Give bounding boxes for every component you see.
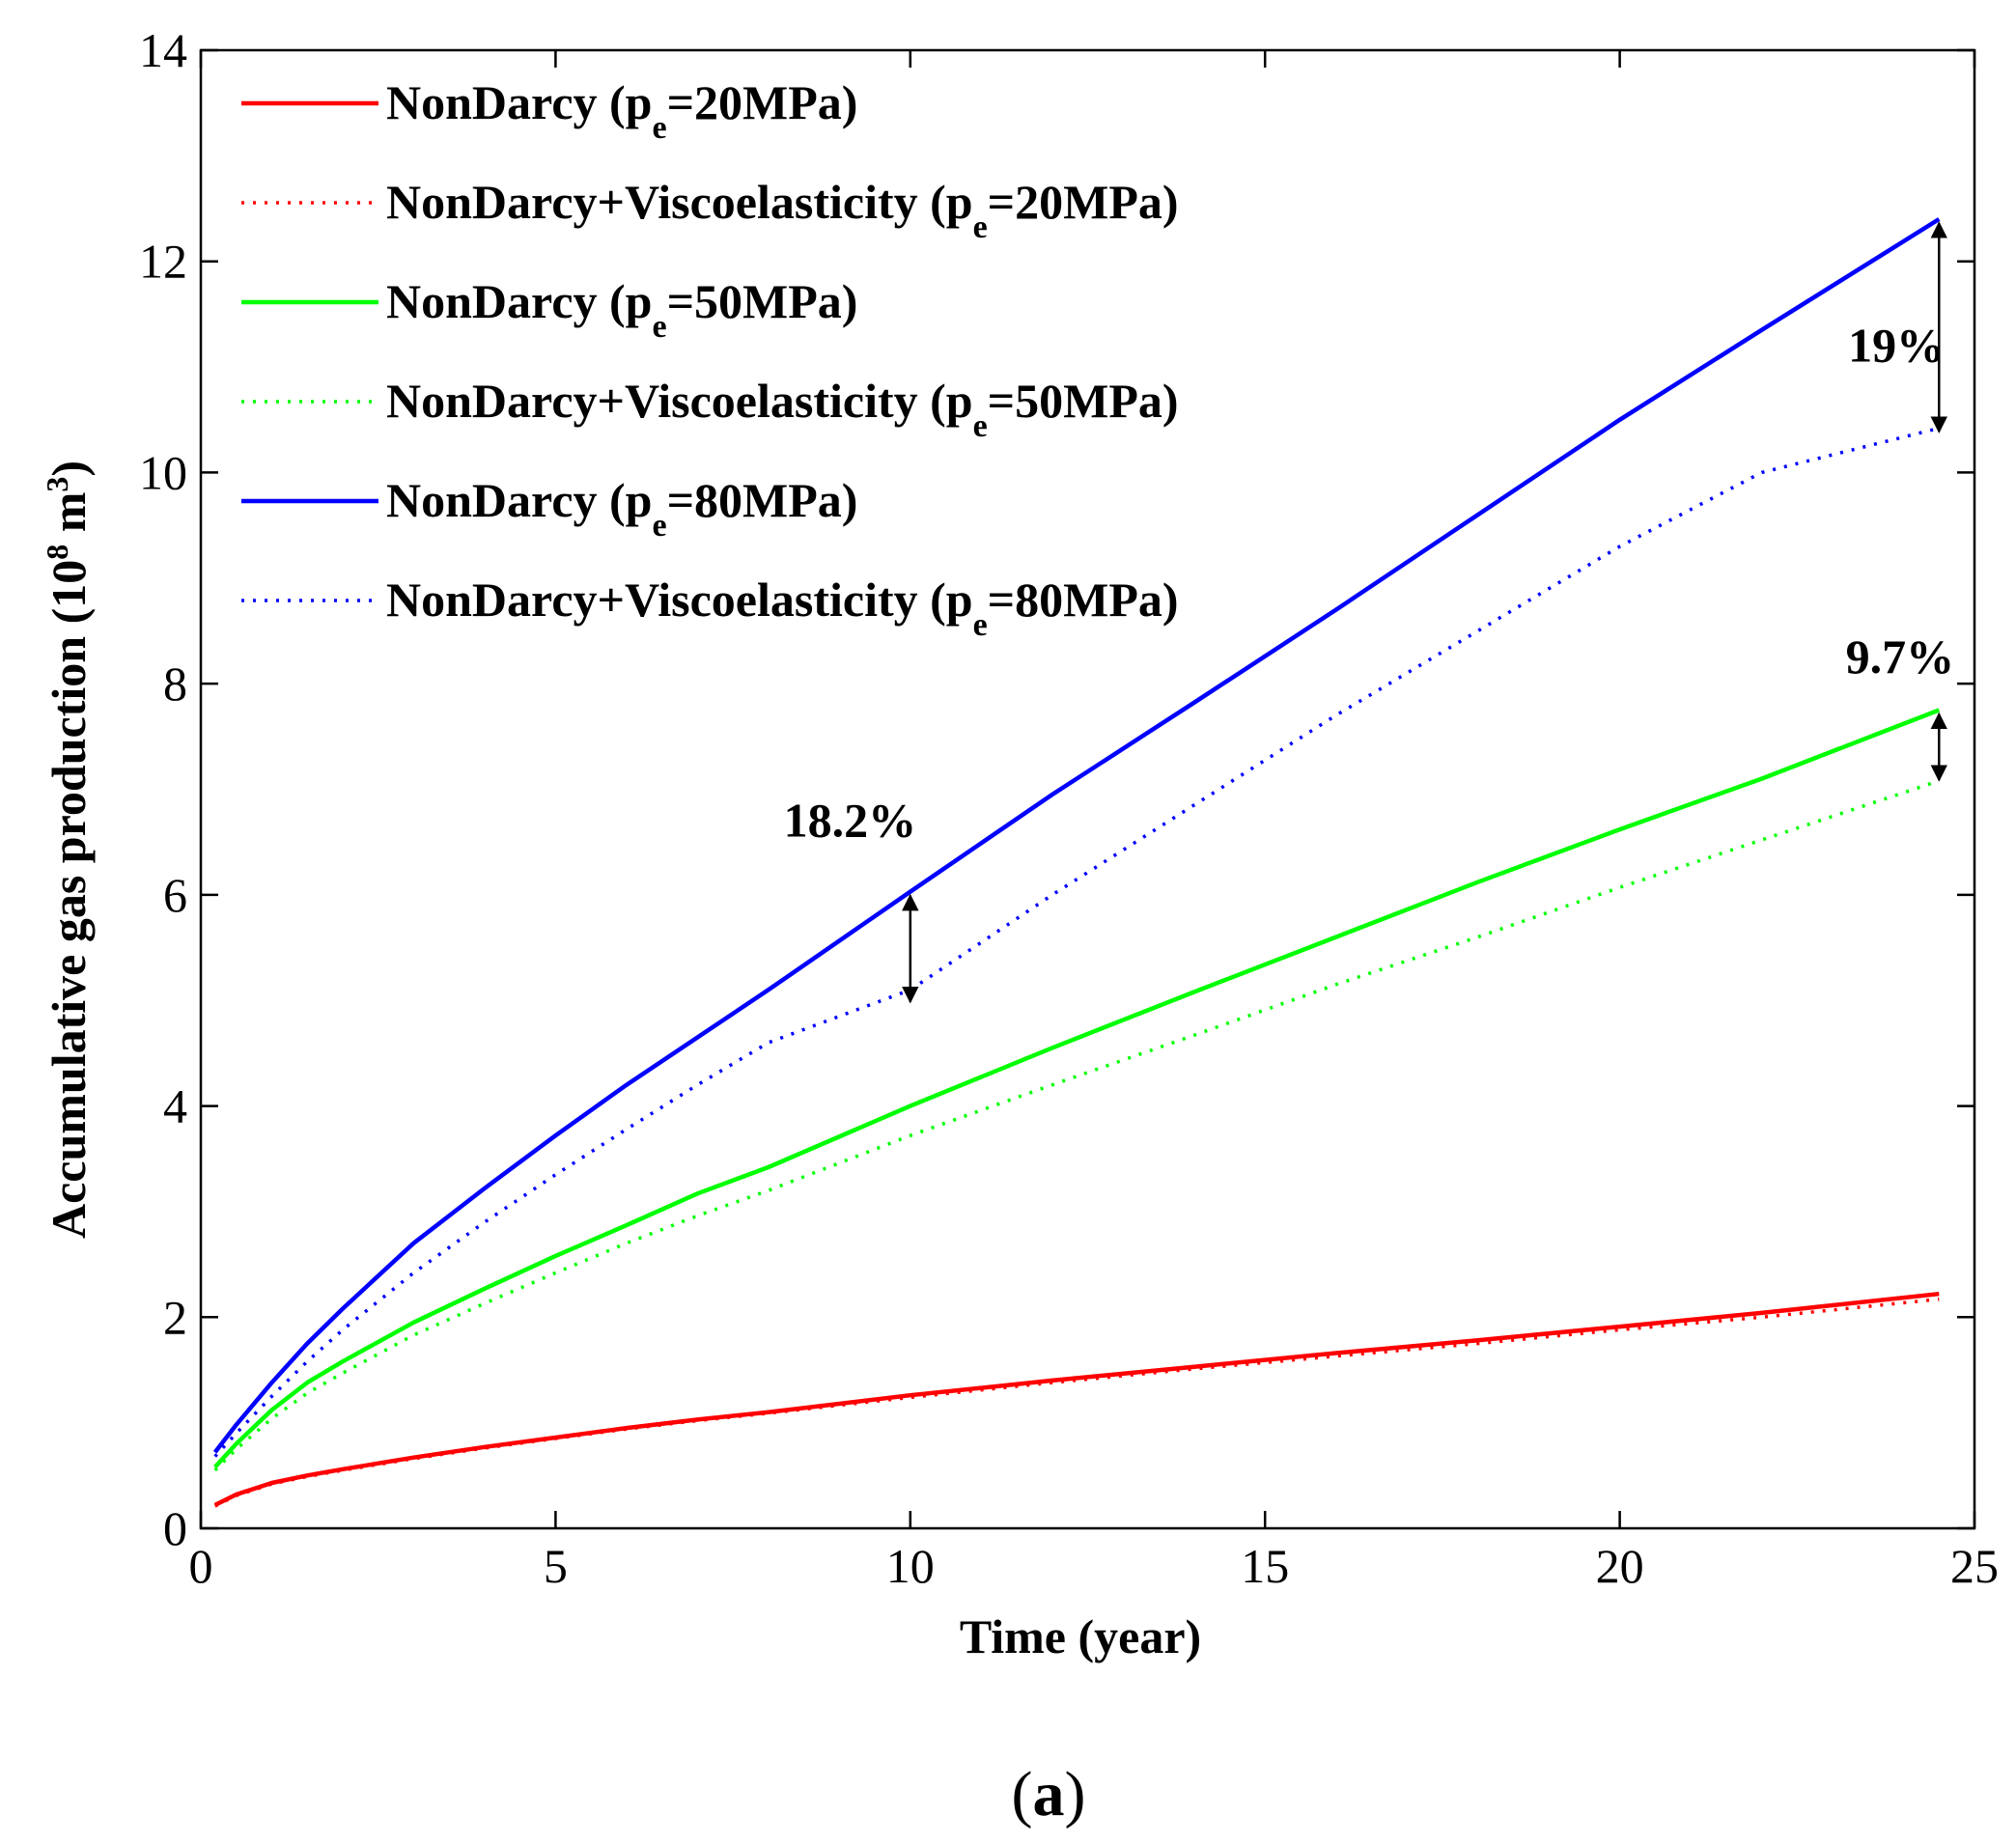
legend: NonDarcy (pe=20MPa)NonDarcy+Viscoelastic… bbox=[241, 75, 1179, 643]
y-tick-label: 14 bbox=[139, 23, 187, 77]
legend-label-0: NonDarcy (pe=20MPa) bbox=[386, 75, 857, 146]
x-tick-label: 10 bbox=[886, 1539, 935, 1593]
y-axis-label-end: ) bbox=[42, 461, 96, 477]
legend-label-text: =20MPa) bbox=[667, 75, 858, 129]
legend-label-text: =80MPa) bbox=[988, 573, 1179, 627]
legend-label-text: NonDarcy (p bbox=[386, 473, 652, 527]
legend-label-4: NonDarcy (pe=80MPa) bbox=[386, 473, 857, 544]
legend-label-subscript: e bbox=[652, 309, 666, 345]
y-tick-label: 4 bbox=[163, 1079, 187, 1133]
legend-label-3: NonDarcy+Viscoelasticity (pe=50MPa) bbox=[386, 374, 1179, 444]
x-tick-label: 5 bbox=[544, 1539, 568, 1593]
series-line-2 bbox=[213, 708, 1941, 1469]
x-axis-label: Time (year) bbox=[960, 1609, 1201, 1663]
legend-label-subscript: e bbox=[973, 210, 988, 245]
legend-label-5: NonDarcy+Viscoelasticity (pe=80MPa) bbox=[386, 573, 1179, 643]
panel-label-letter: a bbox=[1033, 1759, 1065, 1830]
legend-label-text: NonDarcy+Viscoelasticity (p bbox=[386, 175, 973, 229]
x-tick-label: 20 bbox=[1596, 1539, 1644, 1593]
y-tick-label: 10 bbox=[139, 445, 187, 499]
y-axis-label-main: Accumulative gas production (10 bbox=[42, 560, 96, 1239]
series-line-4 bbox=[212, 217, 1941, 1454]
y-axis-label-mid: m bbox=[42, 492, 96, 545]
panel-label-close: ) bbox=[1065, 1759, 1086, 1830]
legend-label-text: NonDarcy+Viscoelasticity (p bbox=[386, 374, 973, 428]
legend-label-subscript: e bbox=[973, 408, 988, 444]
y-axis-label-exp2: 3 bbox=[40, 477, 74, 492]
panel-label-open: ( bbox=[1012, 1759, 1033, 1830]
y-axis-label: Accumulative gas production (108 m3) bbox=[40, 461, 96, 1239]
y-tick-label: 6 bbox=[163, 868, 187, 922]
legend-label-subscript: e bbox=[652, 508, 666, 544]
annotation-label-2: 9.7% bbox=[1846, 629, 1955, 684]
x-tick-label: 25 bbox=[1950, 1539, 1999, 1593]
legend-label-text: NonDarcy (p bbox=[386, 274, 652, 328]
legend-label-text: NonDarcy (p bbox=[386, 75, 652, 129]
legend-label-1: NonDarcy+Viscoelasticity (pe=20MPa) bbox=[386, 175, 1179, 245]
legend-label-text: NonDarcy+Viscoelasticity (p bbox=[386, 573, 973, 627]
annotation-layer: 18.2% 19% 9.7% bbox=[784, 221, 1955, 1004]
tick-layer: 0 5 10 15 20 25 0 2 4 6 8 10 12 14 bbox=[139, 23, 1999, 1593]
legend-label-text: =50MPa) bbox=[988, 374, 1179, 428]
x-tick-label: 0 bbox=[189, 1539, 213, 1593]
series-line-1 bbox=[213, 1297, 1940, 1508]
legend-label-text: =20MPa) bbox=[988, 175, 1179, 229]
legend-label-text: =80MPa) bbox=[667, 473, 858, 527]
series-line-0 bbox=[213, 1291, 1940, 1507]
series-line-3 bbox=[213, 779, 1940, 1472]
y-tick-label: 2 bbox=[163, 1290, 187, 1344]
y-tick-label: 0 bbox=[163, 1501, 187, 1555]
y-tick-label: 8 bbox=[163, 657, 187, 711]
plot-frame bbox=[199, 48, 1976, 1530]
legend-label-subscript: e bbox=[973, 607, 988, 643]
x-tick-label: 15 bbox=[1241, 1539, 1289, 1593]
y-tick-label: 12 bbox=[139, 235, 187, 289]
legend-label-2: NonDarcy (pe=50MPa) bbox=[386, 274, 857, 345]
annotation-label-0: 18.2% bbox=[784, 794, 917, 848]
panel-label: (a) bbox=[1012, 1759, 1086, 1830]
legend-label-text: =50MPa) bbox=[667, 274, 858, 328]
annotation-label-1: 19% bbox=[1848, 319, 1945, 373]
y-axis-label-exp1: 8 bbox=[40, 545, 74, 560]
legend-label-subscript: e bbox=[652, 110, 666, 146]
series-layer bbox=[212, 217, 1941, 1508]
